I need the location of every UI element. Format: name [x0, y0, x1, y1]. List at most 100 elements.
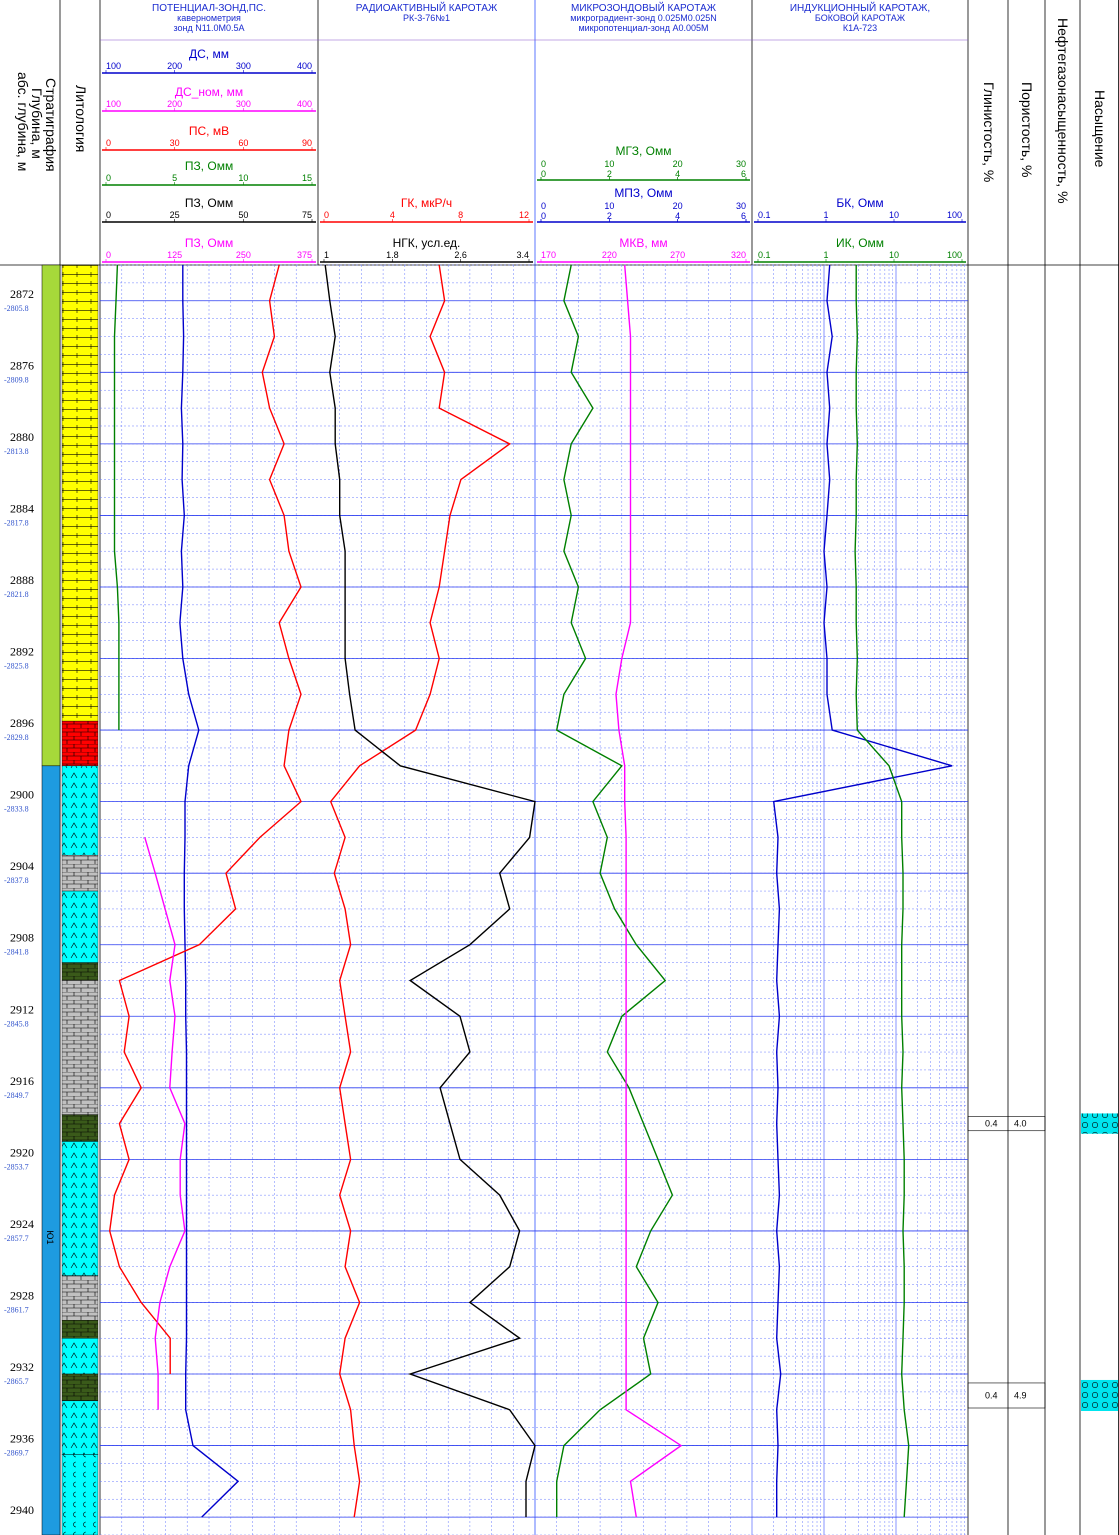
log-curve: [615, 264, 683, 1518]
x-tick-label: 20: [673, 201, 683, 211]
depth-label: 2908: [10, 931, 34, 945]
x-tick-label: 270: [670, 250, 685, 260]
x-tick-label: 2.6: [454, 250, 467, 260]
abs-depth-label: -2849.7: [4, 1091, 29, 1100]
x-tick-label: 320: [731, 250, 746, 260]
depth-label: 2932: [10, 1360, 34, 1374]
header-clay: Глинистость, %: [981, 82, 997, 182]
x-tick-label: 12: [519, 210, 529, 220]
x-tick-label: 0: [106, 250, 111, 260]
depth-label: 2940: [10, 1503, 34, 1517]
saturation-pattern: [1081, 1113, 1118, 1134]
lithology-pattern: [61, 1141, 99, 1276]
x-tick-label: 400: [297, 99, 312, 109]
lithology-pattern: [61, 720, 99, 767]
x-tick-label: 6: [741, 169, 746, 179]
x-tick-label: 3.4: [516, 250, 529, 260]
abs-depth-label: -2837.8: [4, 876, 29, 885]
curve-name: МКВ, мм: [619, 236, 667, 250]
x-tick-label: 5: [172, 173, 177, 183]
x-tick-label: 100: [106, 99, 121, 109]
x-tick-label: 30: [736, 201, 746, 211]
x-tick-label: 125: [167, 250, 182, 260]
abs-depth-label: -2833.8: [4, 805, 29, 814]
depth-label: 2876: [10, 358, 34, 372]
clay-value: 0.4: [985, 1119, 998, 1129]
x-tick-label: 0: [106, 173, 111, 183]
lithology-pattern: [61, 980, 99, 1115]
log-curve: [854, 265, 910, 1518]
x-tick-label: 300: [236, 61, 251, 71]
abs-depth-label: -2857.7: [4, 1234, 29, 1243]
track-title: РК-3-76№1: [403, 13, 450, 23]
x-tick-label: 75: [302, 210, 312, 220]
saturation-pattern: [1081, 1379, 1118, 1411]
curve-name: ПС, мВ: [189, 124, 229, 138]
x-tick-label: 4: [675, 211, 680, 221]
curve-name: НГК, усл.ед.: [393, 236, 461, 250]
stratigraphy-unit: [41, 264, 61, 767]
abs-depth-label: -2861.7: [4, 1305, 29, 1314]
track-title: микропотенциал-зонд A0.005M: [578, 23, 708, 33]
x-tick-label: 250: [236, 250, 251, 260]
x-tick-label: 200: [167, 99, 182, 109]
abs-depth-label: -2865.7: [4, 1377, 29, 1386]
abs-depth-label: -2853.7: [4, 1162, 29, 1171]
x-tick-label: 200: [167, 61, 182, 71]
lithology-pattern: [61, 1275, 99, 1321]
x-tick-label: 0: [106, 138, 111, 148]
x-tick-label: 170: [541, 250, 556, 260]
track-title: К1А-723: [843, 23, 877, 33]
curve-name: ПЗ, Омм: [185, 159, 233, 173]
x-tick-label: 100: [947, 250, 962, 260]
result-row: [967, 1382, 1046, 1409]
depth-label: 2892: [10, 645, 34, 659]
lithology-pattern: [61, 1338, 99, 1375]
x-tick-label: 0.1: [758, 210, 771, 220]
clay-value: 0.4: [985, 1390, 998, 1400]
x-tick-label: 100: [947, 210, 962, 220]
abs-depth-label: -2869.7: [4, 1449, 29, 1458]
header-saturation: Насыщение: [1092, 90, 1108, 168]
abs-depth-label: -2813.8: [4, 447, 29, 456]
depth-label: 2900: [10, 788, 34, 802]
curve-name: ДС_ном, мм: [175, 85, 243, 99]
curve-name: МПЗ, Омм: [614, 186, 672, 200]
abs-depth-label: -2821.8: [4, 590, 29, 599]
track-title: микроградиент-зонд 0.025M0.025N: [570, 13, 717, 23]
x-tick-label: 10: [889, 250, 899, 260]
lithology-pattern: [61, 855, 99, 892]
log-curve: [555, 264, 674, 1518]
curve-name: МГЗ, Омм: [616, 144, 672, 158]
header-porosity: Пористость, %: [1019, 82, 1035, 177]
x-tick-label: 15: [302, 173, 312, 183]
depth-label: 2928: [10, 1288, 34, 1302]
x-tick-label: 30: [170, 138, 180, 148]
curve-name: ДС, мм: [189, 47, 229, 61]
x-tick-label: 25: [170, 210, 180, 220]
header-saturation-pct: Нефтегазонасыщенность, %: [1055, 18, 1071, 204]
x-tick-label: 6: [741, 211, 746, 221]
abs-depth-label: -2825.8: [4, 662, 29, 671]
x-tick-label: 60: [238, 138, 248, 148]
x-tick-label: 0: [324, 210, 329, 220]
depth-label: 2872: [10, 287, 34, 301]
x-tick-label: 1: [324, 250, 329, 260]
lithology-pattern: [61, 1320, 99, 1339]
depth-label: 2888: [10, 573, 34, 587]
x-tick-label: 10: [238, 173, 248, 183]
abs-depth-label: -2845.8: [4, 1019, 29, 1028]
x-tick-label: 0: [541, 211, 546, 221]
track-title: ПОТЕНЦИАЛ-ЗОНД,ПС.: [152, 3, 266, 14]
log-curve: [108, 264, 302, 1374]
header-abs-depth: абс. глубина, м: [15, 72, 31, 171]
track-title: БОКОВОЙ КАРОТАЖ: [815, 12, 906, 23]
curve-name: ПЗ, Омм: [185, 236, 233, 250]
x-tick-label: 100: [106, 61, 121, 71]
x-tick-label: 220: [602, 250, 617, 260]
x-tick-label: 2: [607, 211, 612, 221]
